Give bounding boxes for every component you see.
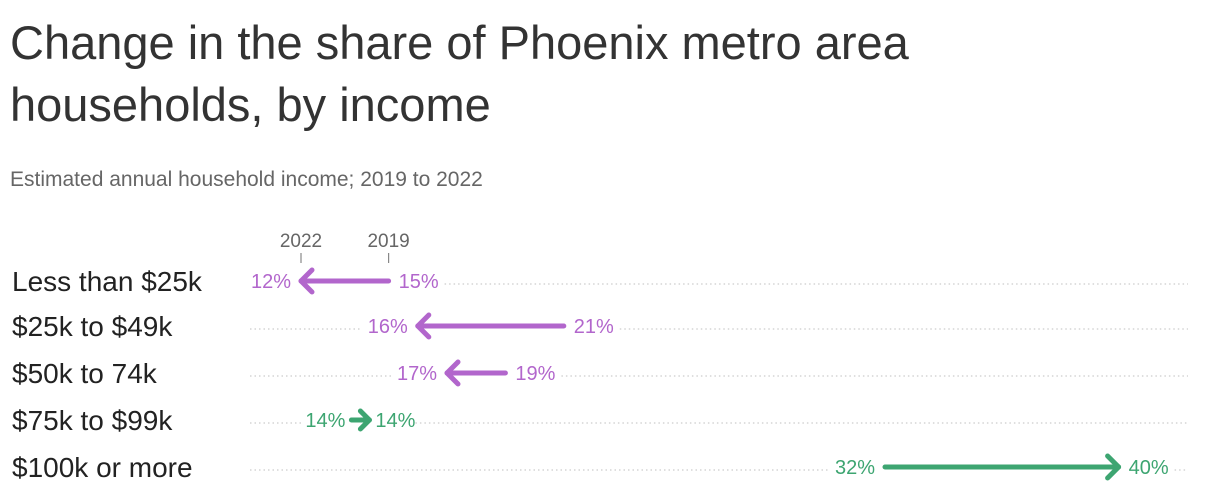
value-label-2022: 12%: [251, 271, 291, 293]
chart-subtitle: Estimated annual household income; 2019 …: [10, 168, 483, 191]
value-label-2019: 32%: [835, 457, 875, 479]
legend-end-year: 2022: [280, 231, 322, 252]
value-label-2022: 16%: [368, 316, 408, 338]
category-label: $100k or more: [12, 452, 193, 483]
category-label: Less than $25k: [12, 266, 203, 297]
value-label-2019: 19%: [515, 363, 555, 385]
arrow-head: [357, 408, 372, 432]
value-label-2022: 14%: [305, 410, 345, 432]
arrow-head: [415, 312, 432, 340]
category-label: $25k to $49k: [12, 311, 173, 342]
value-label-2019: 14%: [375, 410, 415, 432]
category-label: $75k to $99k: [12, 405, 173, 436]
legend-start-year: 2019: [367, 231, 409, 252]
value-label-2019: 21%: [574, 316, 614, 338]
value-label-2022: 40%: [1129, 457, 1169, 479]
category-label: $50k to 74k: [12, 358, 158, 389]
chart-title: Change in the share of Phoenix metro are…: [10, 16, 909, 131]
arrow-head: [1105, 453, 1122, 481]
arrow-head: [444, 359, 461, 387]
value-label-2019: 15%: [399, 271, 439, 293]
value-label-2022: 17%: [397, 363, 437, 385]
arrow-head: [298, 267, 315, 295]
